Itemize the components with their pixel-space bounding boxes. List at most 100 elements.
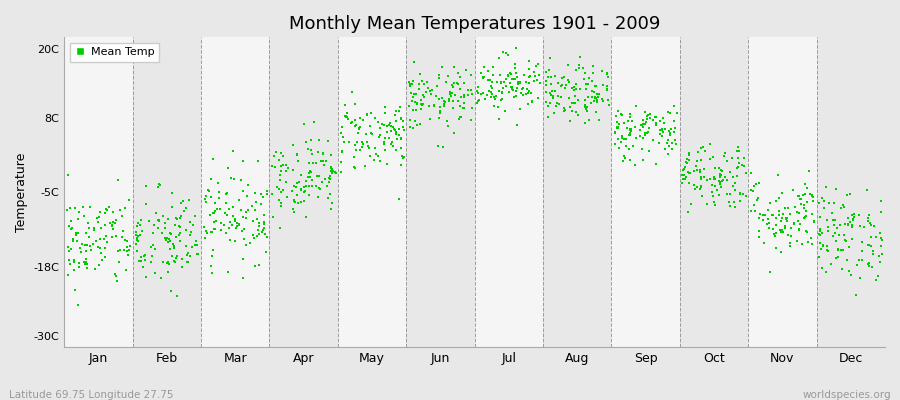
Point [436, 100, 451, 107]
Point [762, 220, 777, 226]
Point [377, 110, 392, 116]
Point [662, 132, 677, 138]
Point [396, 154, 410, 160]
Point [778, 215, 793, 222]
Point [389, 131, 403, 138]
Point [716, 167, 730, 174]
Point [210, 206, 224, 212]
Point [761, 224, 776, 231]
Point [842, 268, 856, 274]
Point [217, 221, 231, 228]
Point [190, 242, 204, 248]
Point [106, 226, 121, 232]
Point [847, 214, 861, 220]
Point [667, 129, 681, 135]
Point [162, 246, 176, 252]
Point [251, 226, 266, 233]
Point [83, 243, 97, 249]
Point [841, 257, 855, 263]
Point [551, 93, 565, 99]
Point [212, 194, 226, 201]
Point [102, 204, 116, 211]
Point [451, 70, 465, 76]
Point [222, 224, 237, 231]
Point [114, 212, 129, 219]
Point [815, 242, 830, 248]
Point [150, 224, 165, 231]
Point [338, 102, 352, 108]
Point [649, 120, 663, 127]
Point [837, 232, 851, 238]
Point [730, 148, 744, 154]
Point [87, 227, 102, 233]
Point [475, 89, 490, 96]
Point [861, 242, 876, 248]
Point [847, 211, 861, 217]
Point [273, 172, 287, 178]
Point [800, 228, 814, 235]
Point [608, 140, 622, 147]
Point [744, 170, 759, 176]
Point [482, 76, 496, 83]
Point [525, 98, 539, 105]
Point [614, 138, 628, 145]
Point [396, 155, 410, 161]
Point [97, 235, 112, 242]
Point [401, 103, 416, 109]
Point [555, 82, 570, 88]
Point [180, 259, 194, 265]
Point [709, 187, 724, 194]
Point [832, 232, 846, 238]
Point [769, 198, 783, 204]
Point [730, 172, 744, 179]
Point [229, 218, 243, 224]
Point [570, 67, 584, 74]
Point [237, 236, 251, 242]
Point [353, 147, 367, 153]
Point [60, 244, 75, 250]
Point [694, 174, 708, 180]
Point [63, 205, 77, 211]
Point [579, 86, 593, 92]
Point [716, 152, 731, 159]
Point [453, 103, 467, 110]
Point [867, 222, 881, 229]
Point [508, 76, 522, 82]
Point [324, 206, 338, 212]
Point [328, 168, 342, 175]
Point [274, 203, 289, 210]
Point [293, 171, 308, 178]
Point [414, 101, 428, 108]
Point [734, 198, 748, 204]
Point [608, 112, 623, 119]
Point [430, 143, 445, 150]
Point [836, 247, 850, 254]
Point [239, 242, 254, 248]
Point [776, 211, 790, 217]
Point [706, 193, 720, 200]
Point [736, 163, 751, 170]
Point [776, 229, 790, 236]
Point [792, 193, 806, 199]
Point [515, 86, 529, 92]
Point [305, 151, 320, 157]
Point [691, 149, 706, 156]
Point [223, 219, 238, 226]
Point [506, 86, 520, 93]
Point [538, 68, 553, 75]
Point [796, 205, 811, 211]
Legend: Mean Temp: Mean Temp [70, 43, 159, 62]
Point [485, 91, 500, 97]
Point [769, 245, 783, 252]
Point [258, 230, 273, 237]
Point [562, 94, 577, 101]
Point [344, 120, 358, 126]
Point [134, 254, 148, 260]
Point [544, 88, 559, 94]
Point [723, 191, 737, 197]
Point [558, 85, 572, 92]
Point [139, 200, 153, 207]
Point [513, 80, 527, 86]
Point [305, 177, 320, 183]
Point [388, 127, 402, 134]
